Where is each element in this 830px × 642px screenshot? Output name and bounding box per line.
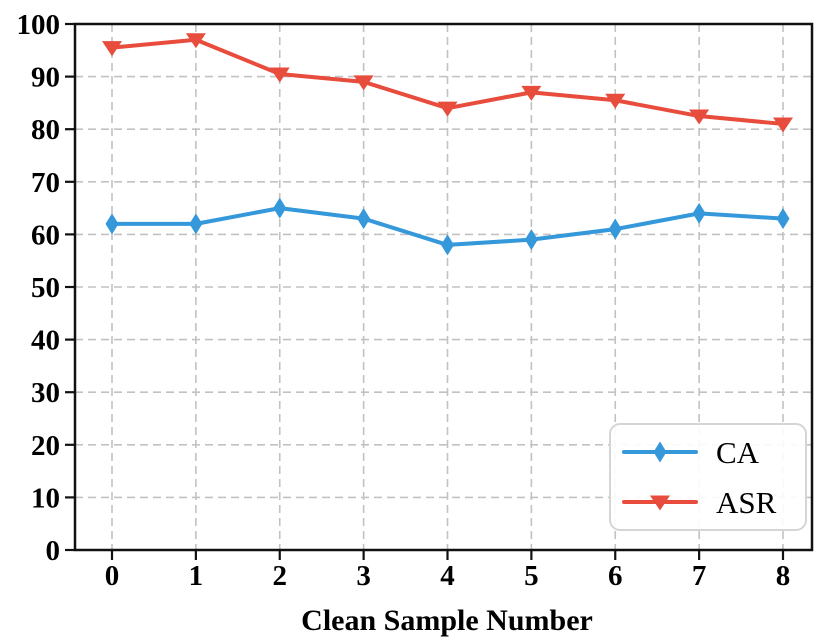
data-point-asr (689, 109, 710, 125)
data-series (102, 33, 793, 256)
gridlines (75, 24, 812, 550)
data-point-asr (269, 67, 290, 83)
x-tick-label: 8 (776, 560, 791, 592)
x-tick-label: 4 (440, 560, 455, 592)
legend-item-asr: ASR (622, 485, 777, 520)
legend-marker (653, 441, 667, 463)
y-tick-label: 40 (31, 325, 60, 357)
y-tick-label: 20 (31, 430, 60, 462)
data-point-ca (273, 197, 287, 219)
data-point-ca (692, 202, 706, 224)
y-tick-label: 10 (31, 482, 60, 514)
legend-box (609, 423, 807, 531)
y-tick-label: 60 (31, 219, 60, 251)
data-point-asr (773, 117, 793, 133)
legend-item-ca: CA (622, 435, 760, 470)
axis-ticks (65, 22, 785, 560)
data-point-asr (521, 85, 542, 101)
data-point-asr (102, 41, 122, 57)
legend-label: CA (716, 435, 760, 470)
legend: CA ASR (609, 423, 807, 531)
tick-labels: 0 10 20 30 40 50 60 70 80 90 100 0 1 2 3 4 5 6 7 8 (17, 9, 791, 592)
data-point-ca (357, 208, 371, 230)
series-ca (105, 197, 790, 256)
y-tick-label: 70 (31, 167, 60, 199)
y-tick-label: 100 (17, 9, 61, 41)
data-point-asr (185, 33, 206, 49)
legend-marker (650, 495, 670, 511)
data-point-asr (437, 101, 458, 117)
data-point-asr (605, 93, 626, 109)
data-point-ca (105, 213, 119, 235)
y-tick-label: 0 (46, 535, 61, 567)
x-tick-label: 3 (356, 560, 371, 592)
x-axis-label: Clean Sample Number (301, 604, 593, 637)
data-point-ca (776, 208, 790, 230)
x-tick-label: 0 (105, 560, 120, 592)
x-tick-label: 6 (608, 560, 623, 592)
x-tick-label: 7 (692, 560, 707, 592)
data-point-ca (189, 213, 203, 235)
x-tick-label: 2 (273, 560, 288, 592)
legend-label: ASR (716, 485, 777, 520)
y-tick-label: 80 (31, 114, 60, 146)
series-asr (102, 33, 793, 133)
y-tick-label: 90 (31, 62, 60, 94)
data-point-ca (441, 234, 454, 256)
data-point-asr (353, 75, 374, 91)
y-tick-label: 30 (31, 377, 60, 409)
x-tick-label: 5 (524, 560, 539, 592)
data-point-ca (608, 218, 622, 240)
x-tick-label: 1 (189, 560, 204, 592)
y-tick-label: 50 (31, 272, 60, 304)
data-point-ca (524, 229, 538, 251)
